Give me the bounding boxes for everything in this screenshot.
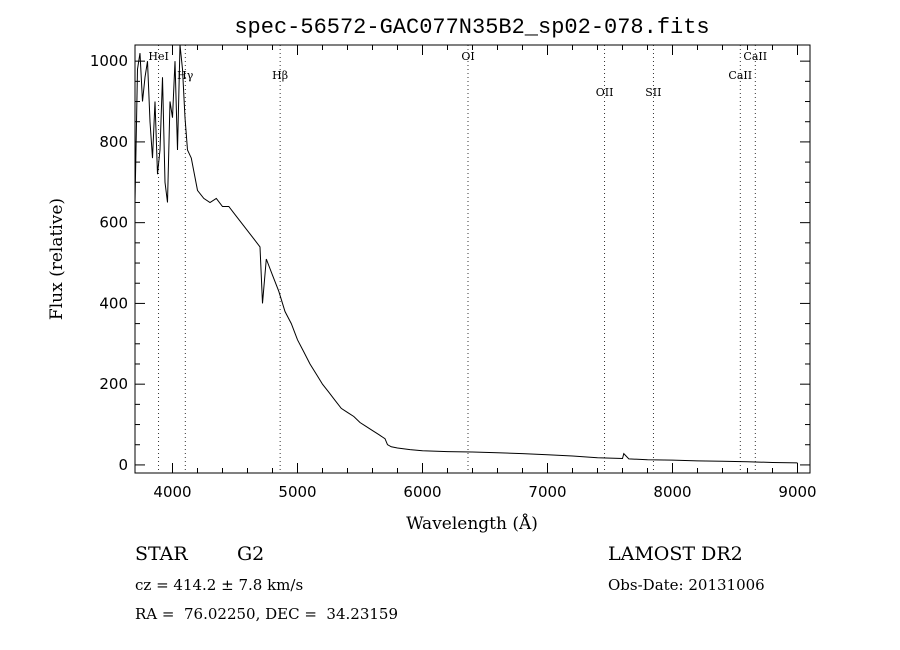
line-marker-label: SII [645,86,661,99]
x-tick-label: 4000 [153,483,191,501]
object-class-label: STAR [135,543,188,565]
y-tick-label: 1000 [90,52,128,70]
x-axis-label: Wavelength (Å) [406,513,538,534]
object-subclass-label: G2 [237,543,264,565]
x-tick-label: 7000 [528,483,566,501]
line-marker-label: Hγ [177,69,194,82]
emission-line-markers: HeI Hγ Hβ OI OII SII CaII CaII [148,45,767,473]
y-tick-label: 800 [99,133,128,151]
line-marker-label: OI [461,50,474,63]
coordinates-text: RA = 76.02250, DEC = 34.23159 [135,605,398,623]
y-tick-label: 200 [99,375,128,393]
spectrum-line [134,44,798,464]
line-marker-label: CaII [743,50,767,63]
series-layer [134,44,798,464]
x-tick-label: 9000 [778,483,816,501]
y-tick-label: 0 [118,456,128,474]
chart-title: spec-56572-GAC077N35B2_sp02-078.fits [234,15,709,40]
line-marker-label: CaII [728,69,752,82]
obs-date-text: Obs-Date: 20131006 [608,576,765,594]
x-tick-label: 6000 [403,483,441,501]
plot-frame [134,44,811,474]
x-tick-label: 8000 [653,483,691,501]
y-axis-label: Flux (relative) [47,198,67,320]
redshift-text: cz = 414.2 ± 7.8 km/s [135,576,303,594]
axis-ticks: 4000 5000 6000 7000 8000 9000 0 200 400 600 800 100… [90,45,817,501]
survey-label: LAMOST DR2 [608,543,743,565]
line-marker-label: HeI [148,50,168,63]
y-tick-label: 600 [99,214,128,232]
line-marker-label: OII [596,86,614,99]
line-marker-label: Hβ [272,69,288,82]
y-tick-label: 400 [99,294,128,312]
x-tick-label: 5000 [278,483,316,501]
